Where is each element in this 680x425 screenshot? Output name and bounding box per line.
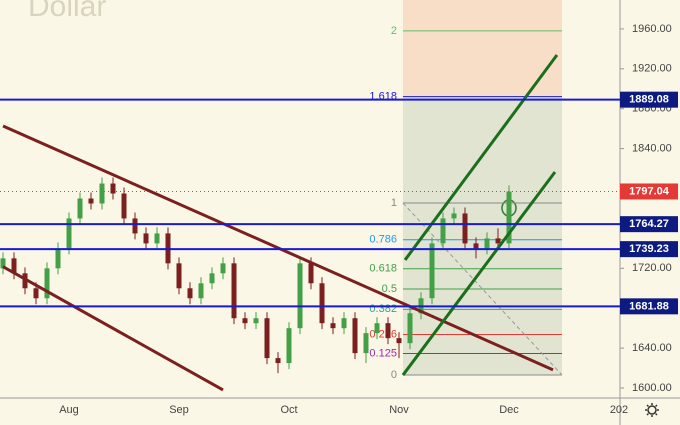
settings-icon[interactable] xyxy=(645,403,659,417)
candle-body xyxy=(22,273,28,289)
price-label: 1764.27 xyxy=(629,218,669,230)
candle-body xyxy=(407,313,413,344)
candle-body xyxy=(286,328,292,364)
candle-body xyxy=(44,268,50,299)
candle-body xyxy=(484,238,490,249)
y-tick-label: 1960.00 xyxy=(632,23,672,35)
candle-body xyxy=(385,323,391,339)
candle-body xyxy=(451,213,457,219)
candle-body xyxy=(308,263,314,284)
candle-body xyxy=(319,283,325,324)
candle-body xyxy=(341,318,347,329)
last-price-box xyxy=(620,183,678,200)
y-tick-label: 1720.00 xyxy=(632,262,672,274)
fib-level-label: 0.382 xyxy=(369,303,397,315)
candle-body xyxy=(88,198,94,204)
fib-level-label: 0.125 xyxy=(369,347,397,359)
candle-body xyxy=(176,263,182,289)
price-label-box xyxy=(620,91,678,108)
fib-level-label: 0 xyxy=(391,369,397,381)
candle-body xyxy=(0,258,6,269)
candle-body xyxy=(242,318,248,324)
y-tick-label: 1840.00 xyxy=(632,143,672,155)
candle-body xyxy=(110,183,116,194)
fib-lower-zone xyxy=(402,96,563,376)
candle-body xyxy=(143,233,149,244)
y-tick-label: 1640.00 xyxy=(632,342,672,354)
candle-body xyxy=(264,318,270,359)
x-tick-label: Dec xyxy=(499,404,519,416)
candle-body xyxy=(121,193,127,219)
candle-body xyxy=(55,248,61,269)
chart-title: Dollar xyxy=(28,0,106,23)
price-label: 1739.23 xyxy=(629,243,669,255)
candle-body xyxy=(231,263,237,319)
candle-body xyxy=(66,218,72,249)
fib-level-label: 1.618 xyxy=(369,91,397,103)
candle-body xyxy=(198,283,204,299)
x-tick-label: Sep xyxy=(169,404,189,416)
candle-body xyxy=(363,333,369,354)
candle-body xyxy=(77,198,83,219)
fib-level-label: 0.618 xyxy=(369,263,397,275)
candle-body xyxy=(99,183,105,204)
fib-level-label: 0.786 xyxy=(369,234,397,246)
fib-level-label: 2 xyxy=(391,25,397,37)
last-price-label: 1797.04 xyxy=(629,185,670,197)
candle-body xyxy=(440,218,446,244)
candle-body xyxy=(330,323,336,329)
price-label-box xyxy=(620,298,678,315)
candle-body xyxy=(275,358,281,364)
candle-body xyxy=(473,243,479,249)
candle-body xyxy=(297,263,303,329)
candle-body xyxy=(253,318,259,324)
candle-body xyxy=(429,243,435,299)
candle-body xyxy=(11,258,17,274)
candle-body xyxy=(374,323,380,334)
trend-line xyxy=(403,54,559,261)
candle-body xyxy=(396,338,402,344)
trend-line xyxy=(2,124,554,372)
candle-body xyxy=(154,233,160,244)
candle-body xyxy=(209,273,215,284)
x-tick-label: Nov xyxy=(389,404,409,416)
y-tick-label: 1920.00 xyxy=(632,63,672,75)
candle-body xyxy=(462,213,468,244)
fib-level-label: 1 xyxy=(391,197,397,209)
x-tick-label: Oct xyxy=(280,404,297,416)
x-tick-label: 202 xyxy=(610,404,628,416)
x-tick-label: Aug xyxy=(59,404,79,416)
price-label: 1681.88 xyxy=(629,300,669,312)
candle-body xyxy=(506,191,512,244)
candle-body xyxy=(495,238,501,244)
candle-body xyxy=(352,318,358,354)
fib-level-label: 0.236 xyxy=(369,328,397,340)
trend-line xyxy=(401,171,557,376)
fib-level-label: 0.5 xyxy=(382,283,397,295)
price-label-box xyxy=(620,216,678,233)
candle-body xyxy=(220,263,226,274)
fib-area xyxy=(402,0,563,376)
candle-body xyxy=(187,288,193,299)
y-tick-label: 1600.00 xyxy=(632,382,672,394)
candle-body xyxy=(33,288,39,299)
fib-upper-zone xyxy=(402,0,563,97)
candle-body xyxy=(132,218,138,234)
price-label-box xyxy=(620,241,678,258)
trend-line xyxy=(2,265,224,392)
price-label: 1889.08 xyxy=(629,94,669,106)
